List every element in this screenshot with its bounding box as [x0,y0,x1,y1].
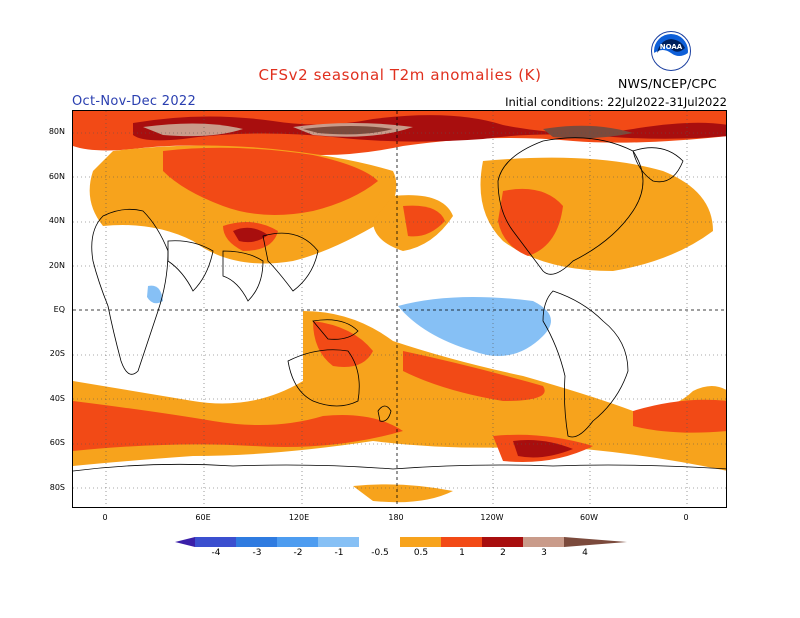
warm-anomaly-region [403,351,545,401]
legend-arrow-left [175,537,195,547]
warm-anomaly-region [73,401,403,451]
lat-label: 20S [49,349,65,358]
cool-anomaly-region [147,285,163,304]
legend-label: -3 [252,548,262,558]
lon-label: 60W [579,513,599,522]
lon-label: 0 [102,513,108,522]
lat-label: 40S [49,394,65,403]
legend-label: -2 [293,548,303,558]
legend-label: 1 [459,548,465,558]
lat-label: EQ [53,305,65,314]
extreme-warm-anomaly-region [303,126,393,135]
season-label: Oct-Nov-Dec 2022 [72,94,197,109]
svg-text:NOAA: NOAA [660,43,683,51]
legend-label: 2 [500,548,506,558]
lon-label: 120W [480,513,504,522]
legend-swatch [359,537,400,547]
map-title: CFSv2 seasonal T2m anomalies (K) [258,66,542,84]
strong-warm-anomaly-region [513,440,573,458]
legend-swatch [236,537,277,547]
strong-warm-anomaly-region [133,115,726,142]
coastlines [73,137,726,472]
strong-warm-anomaly-region [233,227,268,243]
warm-anomaly-region [498,188,563,256]
legend-swatch [195,537,236,547]
legend-label: -4 [211,548,221,558]
warm-anomaly-region [313,321,373,367]
legend-swatch [482,537,523,547]
legend-arrow-right [564,537,627,547]
lon-label: 0 [683,513,689,522]
lat-label: 60N [48,172,65,181]
warm-anomaly-region [633,399,726,433]
warm-anomaly-region [163,147,378,215]
lon-label: 180 [388,513,404,522]
legend-label: -1 [334,548,344,558]
legend-swatch [277,537,318,547]
noaa-logo-icon: NOAA [651,31,691,71]
warm-anomaly-region [353,484,453,503]
warm-anomaly-region [73,311,726,471]
legend-swatch [400,537,441,547]
lat-label: 60S [49,438,65,447]
lon-label: 60E [195,513,211,522]
lat-label: 80N [48,127,65,136]
warm-anomaly-region [403,205,445,237]
agency-label: NWS/NCEP/CPC [618,76,717,91]
legend-label: 3 [541,548,547,558]
legend-swatch [523,537,564,547]
legend-label: -0.5 [371,548,389,558]
legend-swatch [441,537,482,547]
legend-label: 0.5 [413,548,429,558]
anomaly-map-canvas [73,111,726,507]
color-legend [175,537,627,547]
initial-conditions-label: Initial conditions: 22Jul2022-31Jul2022 [505,95,727,109]
lat-label: 20N [48,261,65,270]
lat-label: 40N [48,216,65,225]
anomaly-map [72,110,727,508]
lon-label: 120E [288,513,310,522]
cool-anomaly-region [398,297,551,356]
lat-label: 80S [49,483,65,492]
legend-label: 4 [582,548,588,558]
extreme-warm-anomaly-region [543,125,633,139]
legend-swatch [318,537,359,547]
